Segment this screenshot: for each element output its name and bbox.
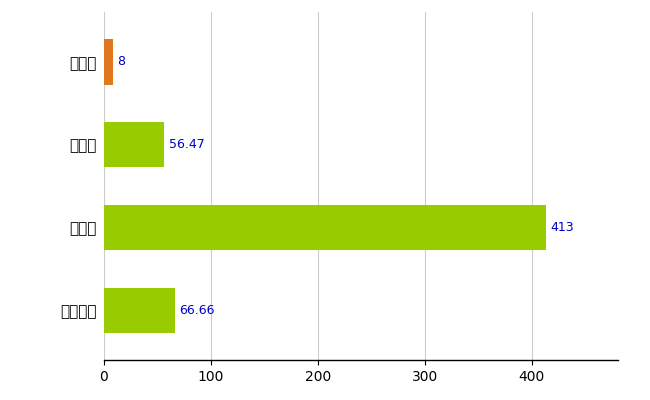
Bar xyxy=(104,39,112,84)
Text: 56.47: 56.47 xyxy=(169,138,205,151)
Bar xyxy=(104,205,546,250)
Text: 8: 8 xyxy=(117,55,125,68)
Text: 413: 413 xyxy=(550,221,574,234)
Bar xyxy=(104,288,176,333)
Text: 66.66: 66.66 xyxy=(179,304,215,317)
Bar xyxy=(104,122,164,167)
